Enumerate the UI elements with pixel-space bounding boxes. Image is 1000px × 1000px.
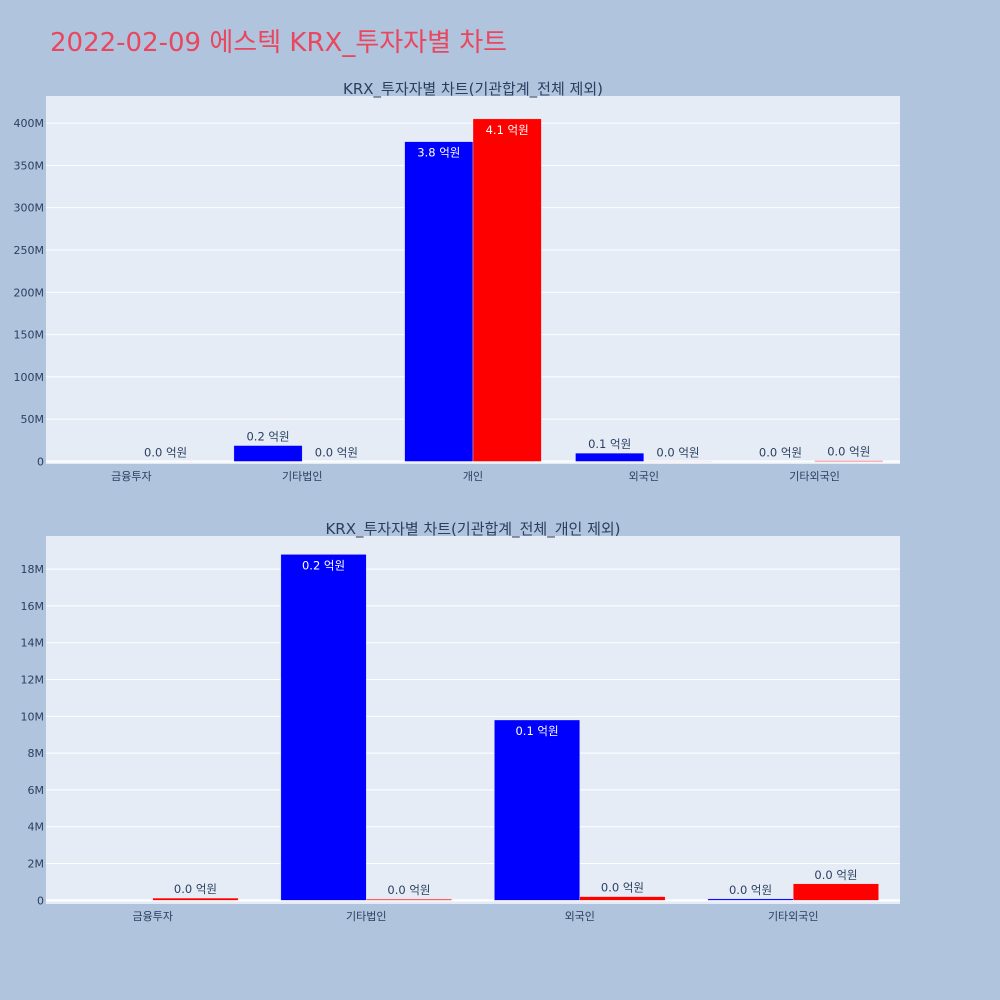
bar <box>575 452 645 462</box>
plot-area <box>46 536 900 904</box>
bar-value-label: 0.0 억원 <box>656 445 699 459</box>
bar-value-label: 3.8 억원 <box>417 146 460 160</box>
y-tick-label: 18M <box>21 563 45 576</box>
y-tick-label: 100M <box>14 371 45 384</box>
x-tick-label: 기타법인 <box>282 470 322 483</box>
y-tick-label: 8M <box>28 747 45 760</box>
y-tick-label: 2M <box>28 858 45 871</box>
bar-value-label: 0.0 억원 <box>759 445 802 459</box>
bar-value-label: 0.0 억원 <box>315 445 358 459</box>
y-tick-label: 0 <box>37 455 44 468</box>
bar <box>707 898 794 901</box>
bar-value-label: 4.1 억원 <box>486 123 529 137</box>
bar <box>579 896 666 901</box>
bar-value-label: 0.2 억원 <box>246 430 289 444</box>
y-tick-label: 200M <box>14 286 45 299</box>
bar-value-label: 0.1 억원 <box>515 724 558 738</box>
bar-value-label: 0.0 억원 <box>601 881 644 895</box>
bar-value-label: 0.2 억원 <box>302 558 345 572</box>
bar <box>404 141 474 462</box>
y-tick-label: 0 <box>37 894 44 907</box>
bar-value-label: 0.0 억원 <box>827 445 870 459</box>
x-tick-label: 금융투자 <box>111 470 151 483</box>
y-tick-label: 150M <box>14 329 45 342</box>
x-tick-label: 외국인 <box>629 470 659 483</box>
chart-bottom: KRX_투자자별 차트(기관합계_전체_개인 제외) 0 2M 4M 6M 8M 10M 12… <box>21 520 900 923</box>
x-tick-label: 기타법인 <box>346 910 386 923</box>
page-title: 2022-02-09 에스텍 KRX_투자자별 차트 <box>50 28 508 58</box>
y-tick-label: 6M <box>28 784 45 797</box>
bar-value-label: 0.0 억원 <box>174 882 217 896</box>
x-tick-label: 기타외국인 <box>768 910 819 923</box>
y-tick-label: 16M <box>21 600 45 613</box>
bar <box>366 898 452 901</box>
bar <box>793 883 879 901</box>
y-tick-label: 300M <box>14 202 45 215</box>
bar-value-label: 0.0 억원 <box>144 445 187 459</box>
bar <box>280 554 367 901</box>
y-tick-label: 14M <box>21 637 45 650</box>
bar <box>494 719 581 901</box>
bar-value-label: 0.1 억원 <box>588 437 631 451</box>
x-tick-label: 외국인 <box>565 910 595 923</box>
x-tick-label: 개인 <box>463 470 483 483</box>
y-tick-label: 12M <box>21 674 45 687</box>
bar <box>814 460 884 462</box>
bar-value-label: 0.0 억원 <box>387 883 430 897</box>
chart-title: KRX_투자자별 차트(기관합계_전체 제외) <box>343 80 603 99</box>
y-tick-label: 250M <box>14 244 45 257</box>
y-tick-label: 50M <box>21 413 45 426</box>
y-tick-label: 4M <box>28 821 45 834</box>
bar <box>152 897 239 901</box>
x-tick-label: 금융투자 <box>133 910 173 923</box>
y-tick-label: 400M <box>14 117 45 130</box>
chart-top: KRX_투자자별 차트(기관합계_전체 제외) 0 50M 100M 150M 200M 2… <box>14 80 900 483</box>
x-tick-label: 기타외국인 <box>789 470 840 483</box>
y-tick-label: 10M <box>21 710 45 723</box>
chart-title: KRX_투자자별 차트(기관합계_전체_개인 제외) <box>325 520 620 539</box>
bar <box>233 445 303 462</box>
bar <box>472 118 542 462</box>
y-tick-label: 350M <box>14 159 45 172</box>
bar-value-label: 0.0 억원 <box>729 883 772 897</box>
bar-value-label: 0.0 억원 <box>814 868 857 882</box>
